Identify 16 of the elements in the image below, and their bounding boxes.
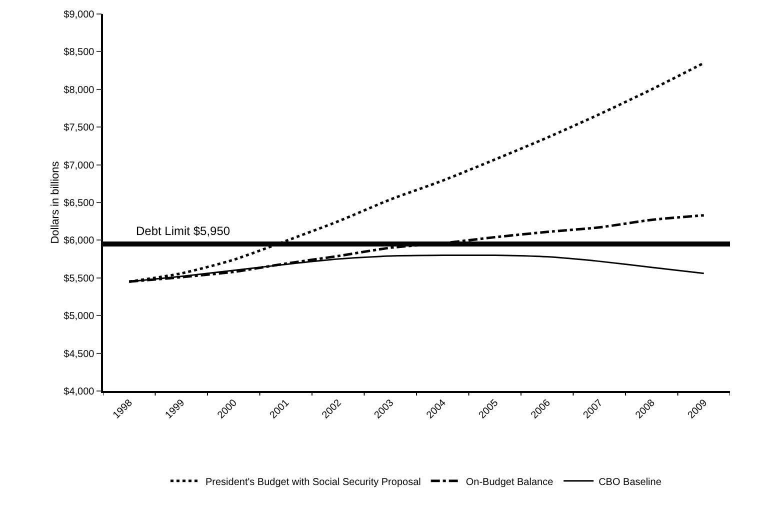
y-tick-label: $4,500: [64, 348, 95, 360]
y-tick-label: $5,000: [64, 311, 95, 322]
y-tick-label: $9,000: [64, 10, 95, 20]
y-tick-label: $6,500: [64, 198, 95, 209]
y-tick-label: $6,000: [64, 236, 95, 247]
y-tick-label: $8,500: [64, 47, 95, 58]
y-tick-label: $7,000: [64, 160, 95, 172]
y-tick-label: $7,500: [64, 122, 95, 134]
y-tick-label: $4,000: [64, 386, 95, 398]
y-axis-title: Dollars in billions: [50, 160, 62, 244]
y-tick-label: $5,500: [64, 273, 95, 284]
legend-label: CBO Baseline: [598, 476, 662, 488]
legend-label: On-Budget Balance: [466, 476, 554, 488]
y-tick-label: $8,000: [64, 84, 95, 96]
ref-line-label: Debt Limit $5,950: [136, 224, 230, 238]
legend-label: President's Budget with Social Security Proposal: [206, 476, 421, 488]
